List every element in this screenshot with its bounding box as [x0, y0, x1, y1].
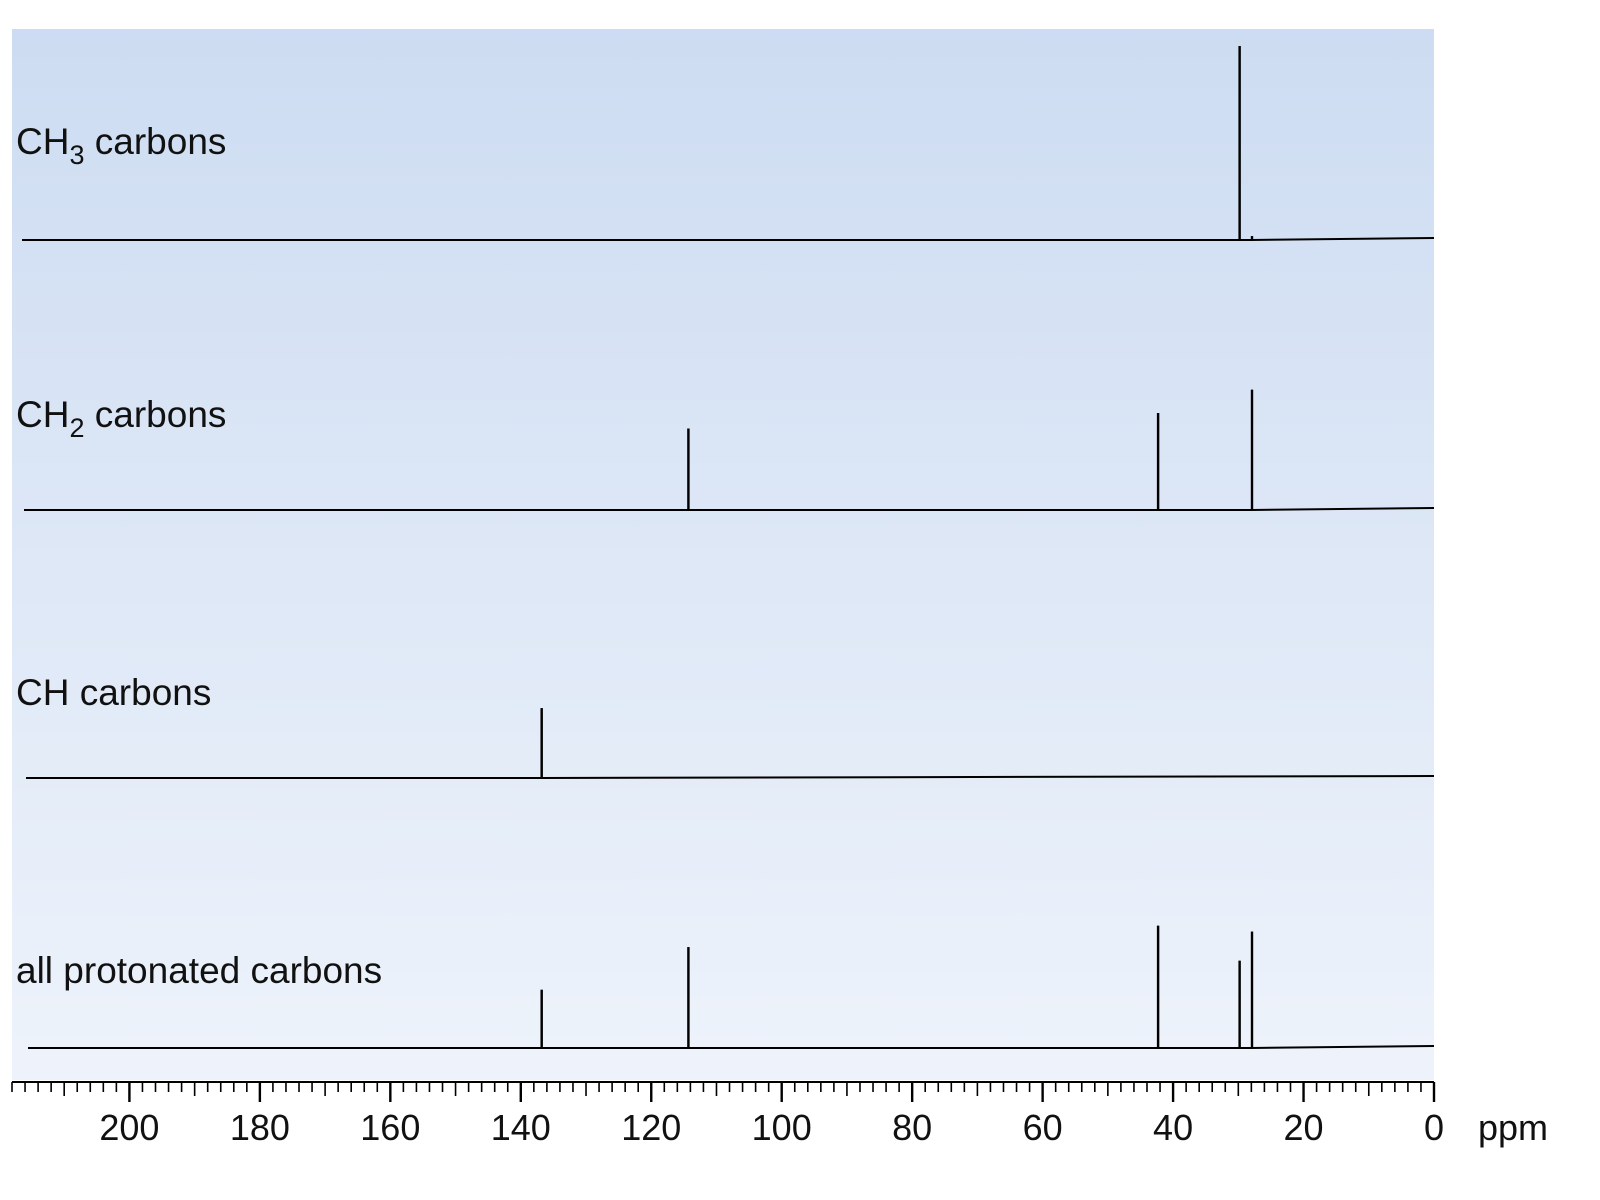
- x-tick-label: 60: [1023, 1107, 1063, 1148]
- trace-label-1: CH3 carbons: [16, 121, 226, 170]
- x-tick-label: 0: [1424, 1107, 1444, 1148]
- x-tick-label: 100: [752, 1107, 812, 1148]
- x-tick-label: 80: [892, 1107, 932, 1148]
- x-tick-label: 120: [621, 1107, 681, 1148]
- spectrum-traces: [22, 46, 1435, 1050]
- x-tick-label: 180: [230, 1107, 290, 1148]
- trace-3: [26, 708, 1435, 780]
- trace-label-4: all protonated carbons: [16, 950, 382, 991]
- trace-4: [28, 925, 1435, 1050]
- trace-label-2: CH2 carbons: [16, 394, 226, 443]
- x-tick-label: 160: [360, 1107, 420, 1148]
- x-axis-unit-label: ppm: [1478, 1107, 1548, 1148]
- x-tick-label: 20: [1284, 1107, 1324, 1148]
- trace-2: [24, 389, 1435, 512]
- x-axis: 200 180 160 140 120 100 80 60 40 20 0 ppm: [11, 1081, 1548, 1148]
- baseline-trace: [26, 708, 1435, 780]
- x-tick-label: 40: [1153, 1107, 1193, 1148]
- trace-labels: CH3 carbons CH2 carbons CH carbons all prot…: [16, 121, 382, 991]
- trace-label-3: CH carbons: [16, 672, 211, 713]
- x-tick-label: 200: [99, 1107, 159, 1148]
- x-tick-label: 140: [491, 1107, 551, 1148]
- plot-background: [12, 29, 1434, 1080]
- trace-1: [22, 46, 1435, 242]
